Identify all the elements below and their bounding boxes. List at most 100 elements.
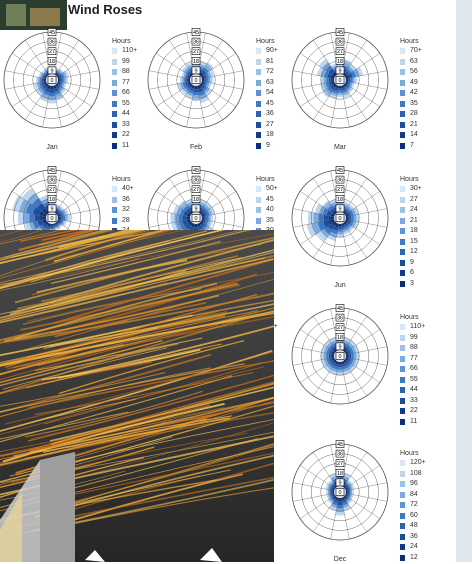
legend-value: 22 xyxy=(410,407,418,414)
legend-swatch xyxy=(112,207,117,213)
svg-text:18: 18 xyxy=(193,197,199,203)
legend-value: 32 xyxy=(122,206,130,213)
ring-label-0: 0 xyxy=(336,353,344,361)
legend-swatch xyxy=(256,111,261,117)
rose-sector-e xyxy=(208,77,210,83)
legend-value: 96 xyxy=(410,480,418,487)
legend-swatch xyxy=(112,48,117,54)
rose-sector-s xyxy=(337,367,342,370)
rose-sector-s xyxy=(192,98,200,101)
ring-label-0: 0 xyxy=(336,489,344,497)
rose-sector-w xyxy=(328,490,330,495)
legend-header: Hours xyxy=(256,38,275,45)
legend-swatch xyxy=(400,387,405,393)
legend-value: 84 xyxy=(410,491,418,498)
ring-label-36: 36 xyxy=(48,38,56,46)
legend-value: 108 xyxy=(410,470,422,477)
legend-header: Hours xyxy=(400,314,419,321)
legend-value: 49 xyxy=(410,79,418,86)
ring-label-27: 27 xyxy=(336,460,344,468)
legend-header: Hours xyxy=(400,38,419,45)
legend-swatch xyxy=(400,122,405,128)
svg-text:18: 18 xyxy=(49,59,55,65)
legend-value: 55 xyxy=(410,376,418,383)
ring-label-9: 9 xyxy=(336,479,344,487)
svg-text:45: 45 xyxy=(337,442,343,448)
rose-sector-s xyxy=(49,93,55,97)
svg-text:36: 36 xyxy=(337,178,343,184)
rose-sector-w xyxy=(326,77,329,82)
legend-header: Hours xyxy=(400,176,419,183)
rose-sector-w xyxy=(313,213,319,223)
rose-sector-e xyxy=(356,214,359,221)
legend-swatch xyxy=(400,69,405,75)
legend-swatch xyxy=(400,228,405,234)
svg-text:36: 36 xyxy=(337,316,343,322)
rose-sector-s xyxy=(337,370,343,373)
svg-text:9: 9 xyxy=(338,68,341,74)
legend-value: 6 xyxy=(410,269,414,276)
rose-sector-w xyxy=(40,78,42,83)
legend-swatch xyxy=(400,419,405,425)
rose-sector-e xyxy=(347,490,349,494)
legend-header: Hours xyxy=(112,38,131,45)
ring-label-0: 0 xyxy=(192,215,200,223)
legend-value: 9 xyxy=(266,142,270,149)
legend-value: 70+ xyxy=(410,47,422,54)
legend-swatch xyxy=(256,207,261,213)
legend-value: 36 xyxy=(410,533,418,540)
ring-label-27: 27 xyxy=(336,48,344,56)
legend-swatch xyxy=(112,143,117,149)
rose-sector-w xyxy=(331,490,333,494)
rose-sector-w xyxy=(170,213,174,223)
wind-rose-dec: 45 36 27 18 9 0 Dec Hours 120+ 108 96 84 72 60 48 36 24 1… xyxy=(288,426,444,564)
right-edge-panel xyxy=(456,0,472,562)
legend-value: 27 xyxy=(410,196,418,203)
legend-swatch xyxy=(112,186,117,192)
month-label: Jun xyxy=(310,282,370,289)
legend-swatch xyxy=(400,48,405,54)
legend-value: 110+ xyxy=(410,323,425,330)
legend-header: Hours xyxy=(400,450,419,457)
rose-sector-w xyxy=(321,352,324,359)
legend-header: Hours xyxy=(256,176,275,183)
legend-swatch xyxy=(256,122,261,128)
legend-swatch xyxy=(400,408,405,414)
legend-swatch xyxy=(256,143,261,149)
svg-text:18: 18 xyxy=(193,59,199,65)
legend-swatch xyxy=(400,555,405,561)
svg-text:45: 45 xyxy=(193,30,199,36)
legend-value: 60 xyxy=(410,512,418,519)
legend-value: 63 xyxy=(266,79,274,86)
ring-label-45: 45 xyxy=(336,167,344,175)
legend-value: 12 xyxy=(410,554,418,561)
rose-sector-s xyxy=(336,234,343,237)
svg-text:18: 18 xyxy=(337,335,343,341)
rose-sector-e xyxy=(348,216,351,220)
legend-swatch xyxy=(256,90,261,96)
ring-label-9: 9 xyxy=(192,67,200,75)
rose-sector-s xyxy=(192,95,199,98)
svg-text:27: 27 xyxy=(193,187,199,193)
legend-value: 55 xyxy=(122,100,130,107)
legend-swatch xyxy=(112,90,117,96)
legend-value: 90+ xyxy=(266,47,278,54)
legend-value: 48 xyxy=(410,522,418,529)
ring-label-18: 18 xyxy=(192,195,200,203)
legend-swatch xyxy=(400,80,405,86)
ring-label-27: 27 xyxy=(48,48,56,56)
ring-label-45: 45 xyxy=(336,305,344,313)
month-label: Feb xyxy=(166,144,226,151)
legend-value: 54 xyxy=(266,89,274,96)
rose-sector-s xyxy=(337,95,344,97)
legend-swatch xyxy=(400,143,405,149)
legend-swatch xyxy=(256,69,261,75)
ring-label-18: 18 xyxy=(48,195,56,203)
ring-label-36: 36 xyxy=(336,450,344,458)
legend-value: 33 xyxy=(410,397,418,404)
ring-label-27: 27 xyxy=(48,186,56,194)
svg-text:0: 0 xyxy=(194,78,197,84)
legend-swatch xyxy=(400,59,405,65)
ring-label-9: 9 xyxy=(336,205,344,213)
rose-sector-w xyxy=(174,214,178,222)
